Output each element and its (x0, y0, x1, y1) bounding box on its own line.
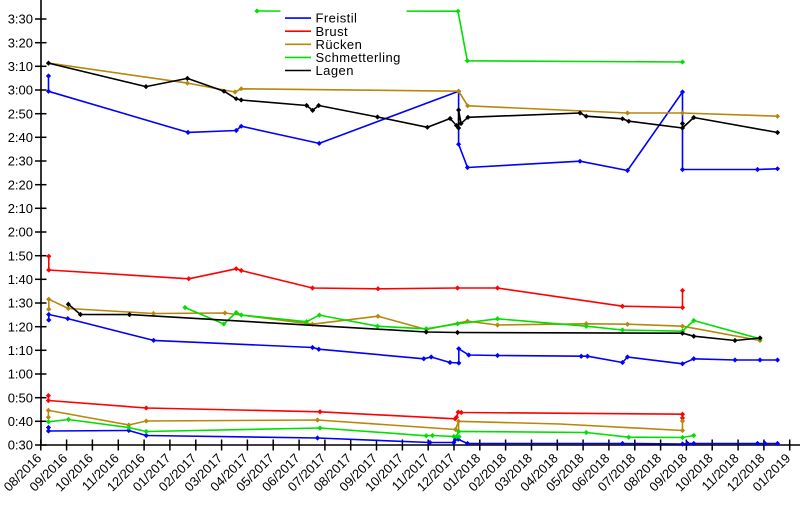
svg-text:0:30: 0:30 (8, 438, 33, 453)
svg-text:Brust: Brust (316, 24, 349, 39)
svg-text:2:20: 2:20 (8, 177, 33, 192)
svg-text:Freistil: Freistil (316, 11, 358, 26)
svg-text:3:30: 3:30 (8, 12, 33, 27)
svg-text:1:10: 1:10 (8, 343, 33, 358)
svg-text:2:40: 2:40 (8, 130, 33, 145)
svg-text:2:30: 2:30 (8, 154, 33, 169)
svg-text:1:00: 1:00 (8, 367, 33, 382)
svg-text:2:00: 2:00 (8, 225, 33, 240)
svg-text:2:10: 2:10 (8, 201, 33, 216)
svg-text:0:40: 0:40 (8, 414, 33, 429)
svg-text:Rücken: Rücken (316, 37, 363, 52)
svg-text:3:10: 3:10 (8, 59, 33, 74)
svg-text:1:40: 1:40 (8, 272, 33, 287)
svg-text:1:50: 1:50 (8, 248, 33, 263)
svg-text:2:50: 2:50 (8, 106, 33, 121)
svg-text:1:30: 1:30 (8, 296, 33, 311)
svg-text:0:50: 0:50 (8, 390, 33, 405)
svg-text:3:20: 3:20 (8, 35, 33, 50)
svg-text:Schmetterling: Schmetterling (316, 50, 401, 65)
svg-text:3:00: 3:00 (8, 83, 33, 98)
svg-text:Lagen: Lagen (316, 63, 354, 78)
svg-text:1:20: 1:20 (8, 319, 33, 334)
